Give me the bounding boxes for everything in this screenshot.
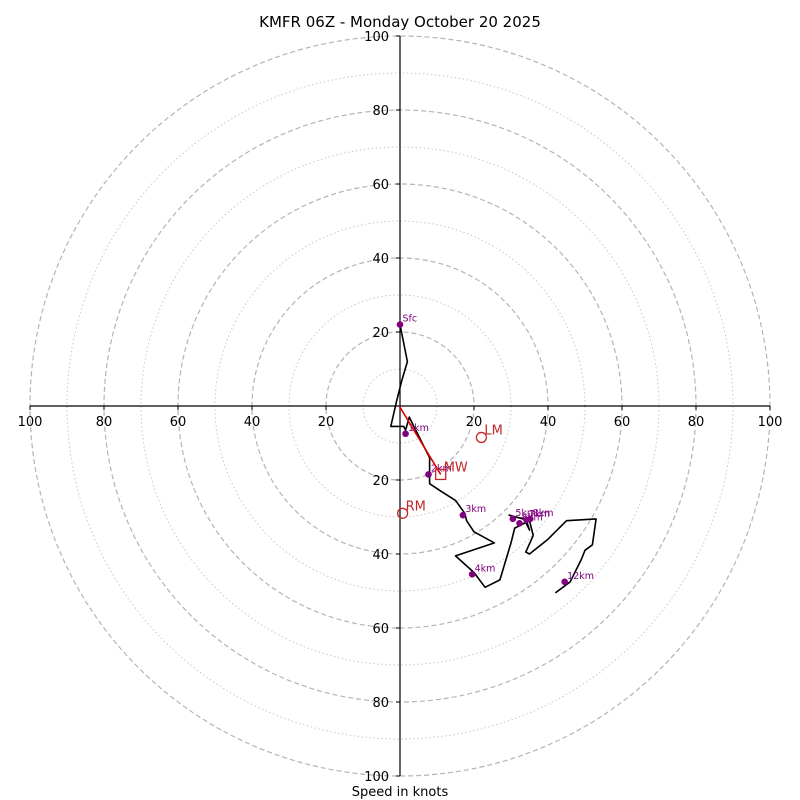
left-mover-circle-marker [475,431,488,444]
tick-label-left: 20 [318,415,335,430]
tick-label-bottom: 60 [372,622,389,637]
height-marker-label: 4km [475,563,496,574]
height-marker-label: 7km [529,509,550,520]
height-marker-dot [526,515,534,523]
tick-label-top: 80 [372,104,389,119]
height-marker-label: 8km [533,508,554,519]
right-mover-label: RM [406,499,426,514]
height-marker-dot [425,471,432,478]
wind-trace [389,324,597,594]
height-marker-dot [561,578,568,586]
chart-title: KMFR 06Z - Monday October 20 2025 [259,13,541,31]
height-marker-dot [402,430,409,438]
tick-label-bottom: 40 [372,548,389,563]
mean-wind-line [398,405,442,475]
mean-wind-square-marker [435,468,447,481]
right-mover-circle-marker [396,507,409,519]
tick-label-right: 80 [688,415,705,430]
tick-label-right: 40 [540,415,557,430]
height-marker-dot [509,515,517,523]
hodograph-trace-line [389,324,597,594]
height-marker-label: 3km [465,504,486,515]
tick-labels: 20 40 60 80 100 20 40 60 80 100 20 40 60 80 100 20 40 60 8… [18,30,783,785]
tick-label-top: 60 [372,178,389,193]
tick-label-bottom: 100 [364,770,389,785]
tick-label-left: 80 [96,415,113,430]
tick-label-bottom: 20 [372,474,389,489]
height-marker-dot [468,571,476,578]
height-markers: Sfc1km2km3km4km5km6km7km8km12km [396,314,594,586]
height-marker-dot [396,321,404,328]
tick-label-bottom: 80 [372,696,389,711]
tick-label-left: 40 [244,415,261,430]
x-axis-label: Speed in knots [352,785,449,800]
height-marker-label: 12km [567,571,594,582]
height-marker-label: 1km [408,423,429,434]
left-mover-label: LM [484,423,502,438]
storm-motion: MW LM RM [396,405,503,519]
height-marker-label: Sfc [403,314,418,325]
tick-label-top: 20 [372,326,389,341]
tick-label-left: 60 [170,415,187,430]
mean-wind-label: MW [444,460,468,475]
tick-label-right: 20 [466,415,483,430]
height-marker-dot [459,511,467,519]
height-marker-label: 5km [515,508,536,519]
height-marker-dot [516,519,523,527]
tick-label-right: 60 [614,415,631,430]
tick-label-right: 100 [758,415,783,430]
tick-label-left: 100 [18,415,43,430]
tick-label-top: 100 [364,30,389,45]
tick-label-top: 40 [372,252,389,267]
